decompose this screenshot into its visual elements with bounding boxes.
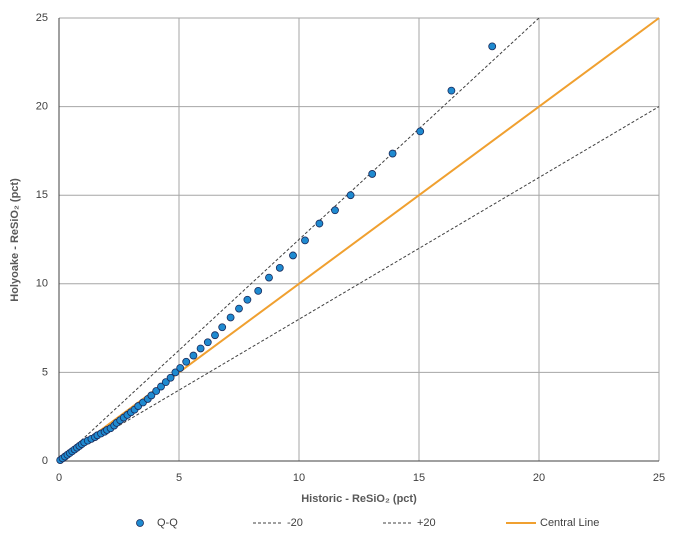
point	[166, 373, 175, 382]
series-line	[58, 106, 660, 462]
x-tick-label: 25	[653, 472, 665, 484]
x-tick-label: 10	[293, 472, 305, 484]
y-tick-label: 20	[36, 101, 48, 113]
legend-label: Central Line	[540, 517, 599, 529]
point	[368, 170, 377, 178]
legend-marker	[136, 519, 144, 527]
point	[254, 286, 263, 295]
point	[243, 295, 252, 304]
x-tick-label: 15	[413, 472, 425, 484]
x-tick-label: 5	[176, 472, 182, 484]
y-tick-label: 25	[36, 12, 48, 24]
y-tick-label: 0	[42, 455, 48, 467]
point	[189, 351, 198, 360]
point	[147, 391, 156, 400]
x-tick-label: 20	[533, 472, 545, 484]
point	[315, 219, 324, 228]
y-axis-title: Holyoake - ReSiO₂ (pct)	[9, 178, 21, 302]
legend-label: +20	[417, 517, 436, 529]
legend-label: Q-Q	[157, 517, 178, 529]
point	[196, 344, 205, 353]
point	[346, 191, 355, 200]
point	[416, 127, 425, 136]
point	[211, 331, 219, 340]
point	[171, 368, 180, 377]
point	[176, 364, 185, 372]
point	[275, 263, 284, 272]
point	[488, 42, 497, 51]
point	[447, 86, 456, 95]
point	[161, 378, 170, 387]
point	[203, 338, 212, 347]
point	[301, 236, 309, 245]
series-line	[58, 17, 540, 462]
point	[289, 251, 297, 260]
point	[226, 313, 235, 322]
y-tick-label: 10	[36, 278, 48, 290]
point	[182, 357, 191, 366]
point	[157, 382, 165, 391]
y-tick-label: 15	[36, 189, 48, 201]
y-tick-label: 5	[42, 366, 48, 378]
point	[235, 304, 243, 313]
point	[218, 323, 227, 332]
point	[265, 273, 273, 282]
legend-label: -20	[287, 517, 303, 529]
point	[331, 206, 339, 215]
x-axis-title: Historic - ReSiO₂ (pct)	[301, 493, 417, 505]
x-tick-label: 0	[56, 472, 62, 484]
point	[388, 149, 397, 158]
point	[152, 387, 161, 395]
